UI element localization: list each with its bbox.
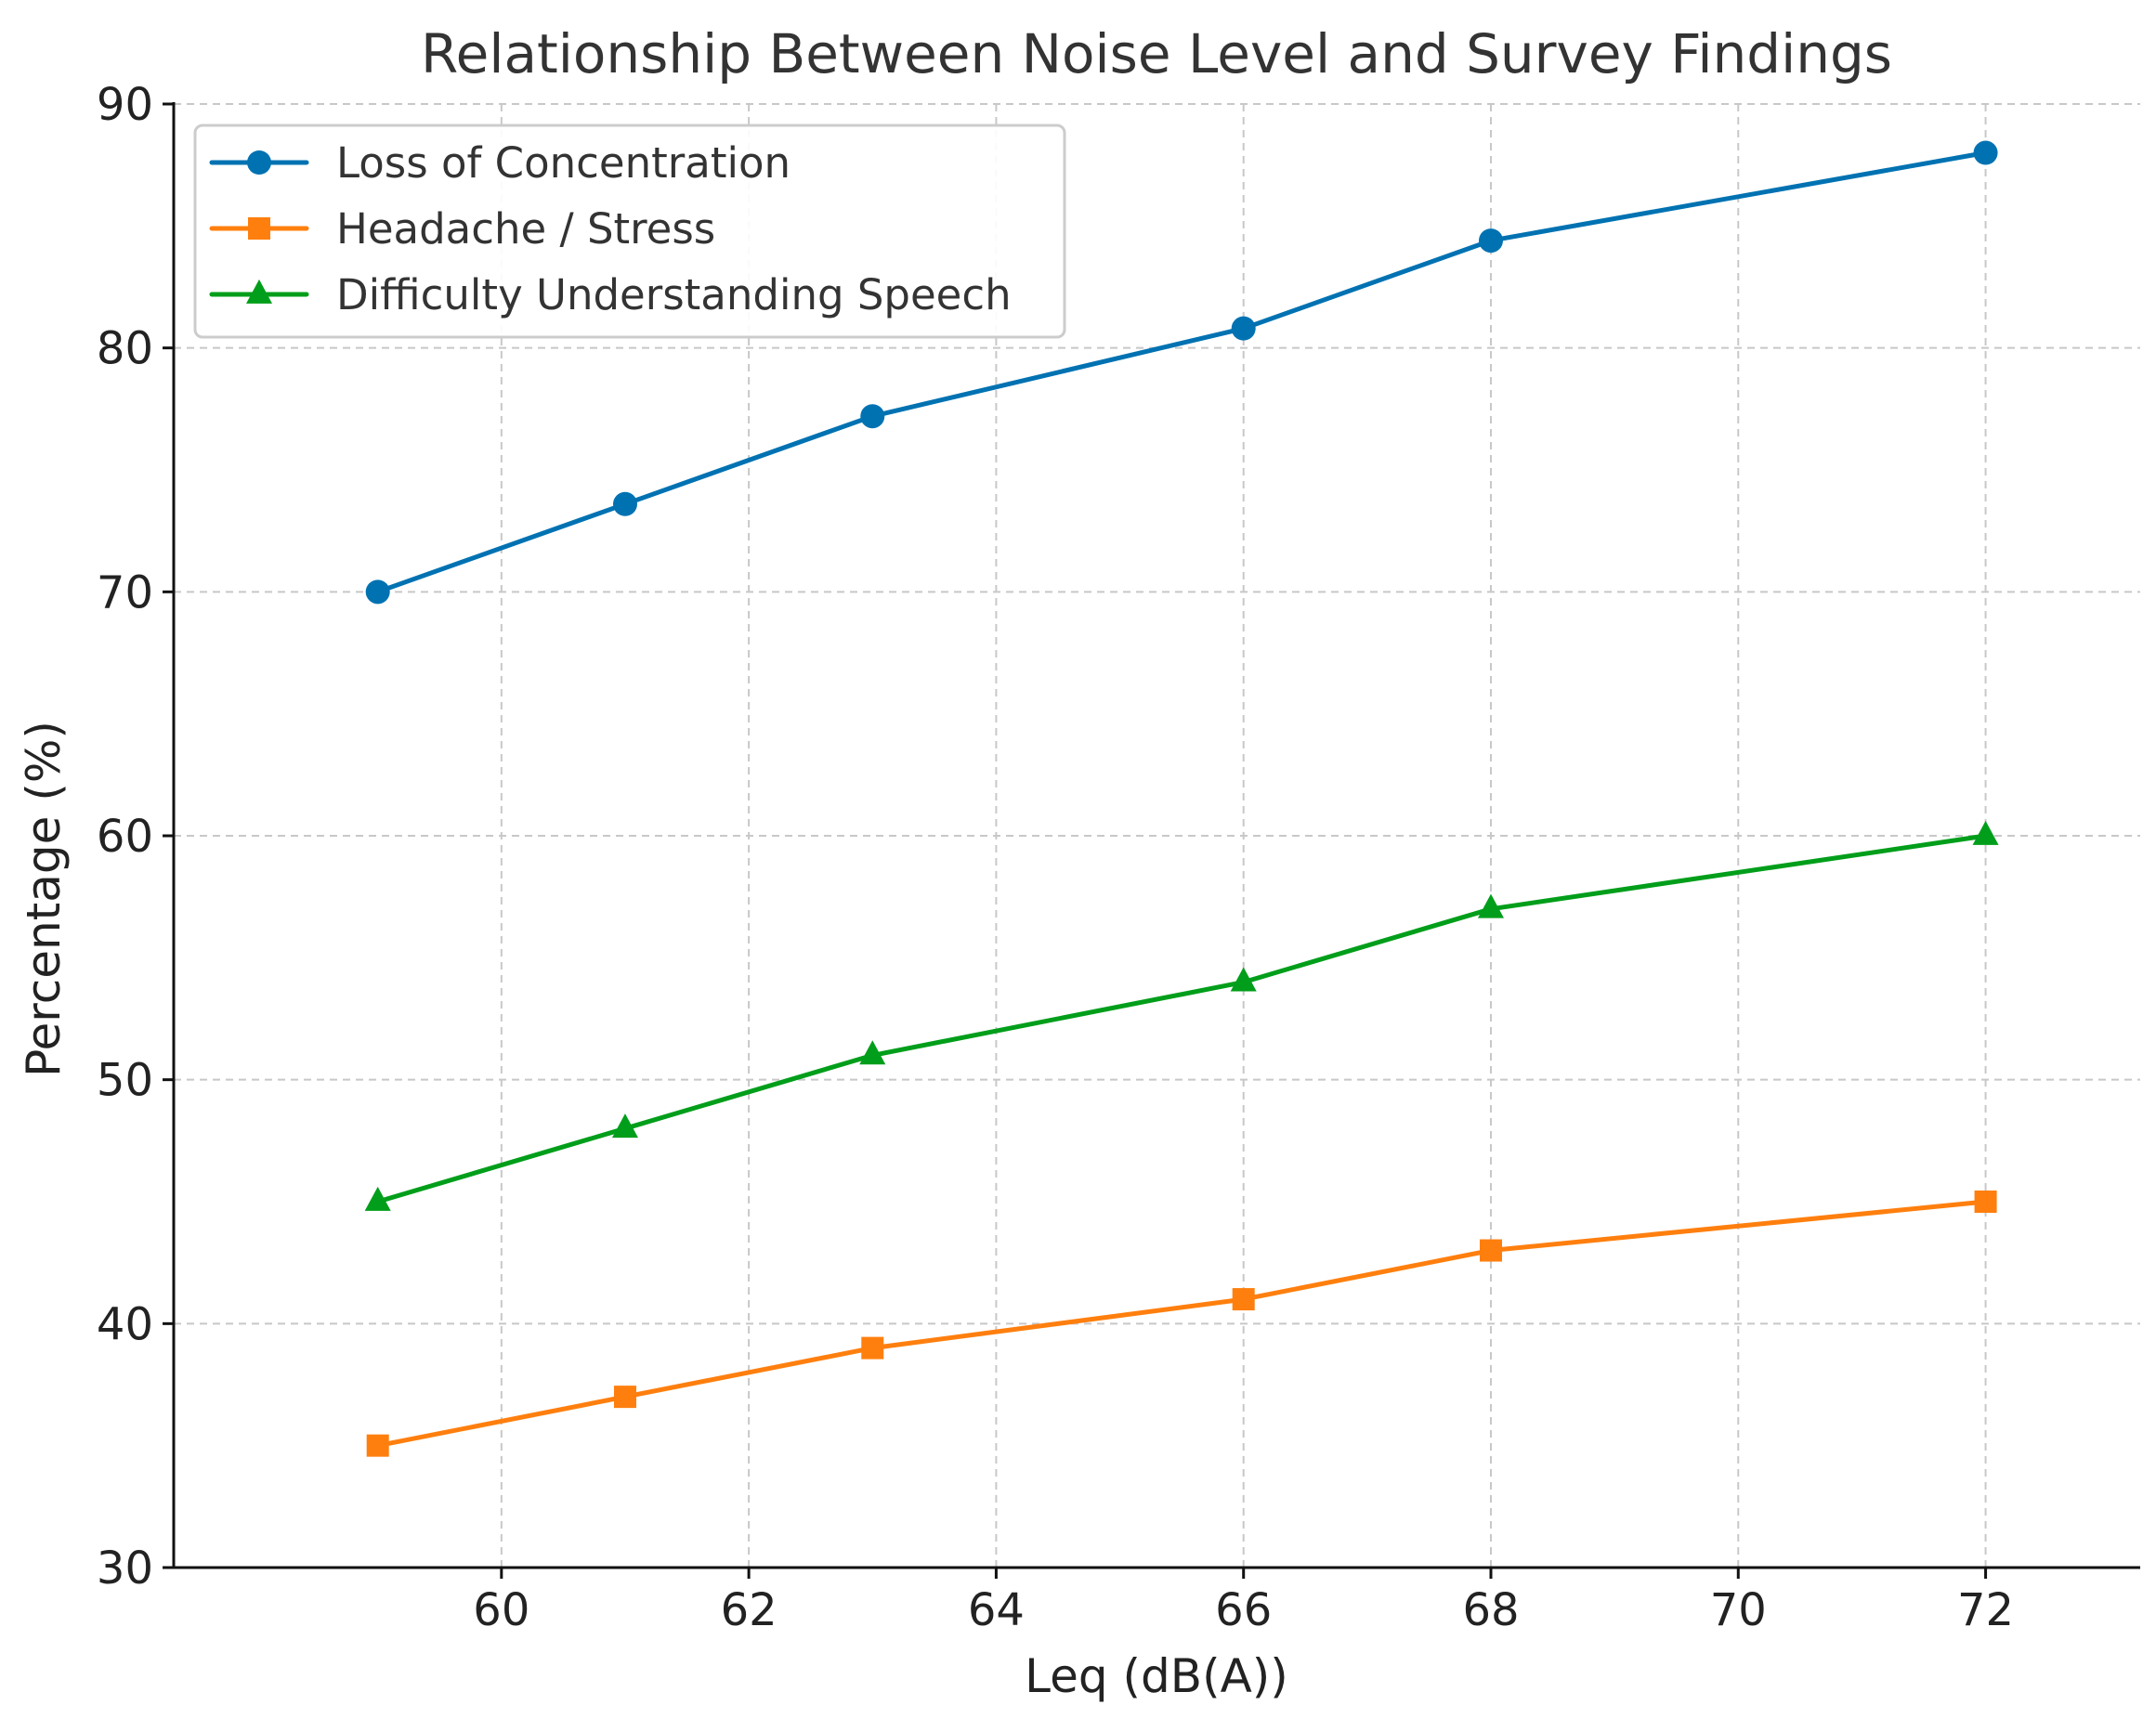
data-point bbox=[365, 579, 390, 605]
data-point bbox=[613, 1386, 636, 1409]
data-point bbox=[612, 491, 637, 516]
legend-item: Loss of Concentration bbox=[209, 138, 791, 188]
ticks: 60 62 64 66 68 70 72 30 40 50 60 70 80 90 bbox=[97, 79, 2014, 1636]
y-tick-label: 90 bbox=[97, 79, 153, 131]
data-point bbox=[366, 1434, 389, 1457]
data-point bbox=[859, 1040, 886, 1065]
data-point bbox=[1232, 1288, 1255, 1311]
x-axis-label: Leq (dB(A)) bbox=[1025, 1649, 1288, 1703]
series-group bbox=[364, 140, 1999, 1457]
data-point bbox=[611, 1113, 638, 1139]
legend-item: Difficulty Understanding Speech bbox=[209, 270, 1012, 319]
x-tick-label: 68 bbox=[1462, 1584, 1519, 1636]
series-line bbox=[375, 833, 1989, 1204]
data-point bbox=[1479, 1239, 1502, 1262]
x-tick-label: 64 bbox=[968, 1584, 1025, 1636]
series-2 bbox=[366, 1191, 1997, 1457]
y-tick-label: 60 bbox=[97, 811, 153, 863]
y-tick-label: 40 bbox=[97, 1298, 153, 1350]
x-tick-label: 66 bbox=[1215, 1584, 1272, 1636]
data-point bbox=[1478, 228, 1503, 254]
legend-marker bbox=[246, 279, 272, 304]
legend-marker bbox=[248, 217, 270, 240]
chart-title: Relationship Between Noise Level and Sur… bbox=[421, 22, 1892, 85]
data-point bbox=[860, 404, 885, 429]
data-point bbox=[1972, 820, 1999, 845]
legend-item: Headache / Stress bbox=[209, 204, 715, 254]
data-point bbox=[1973, 140, 1998, 165]
legend-marker bbox=[247, 150, 271, 175]
y-tick-label: 70 bbox=[97, 566, 153, 618]
series-1 bbox=[365, 140, 1998, 605]
x-tick-label: 60 bbox=[473, 1584, 529, 1636]
legend-label: Difficulty Understanding Speech bbox=[336, 270, 1012, 319]
legend-label: Loss of Concentration bbox=[336, 138, 791, 188]
legend-items: Loss of Concentration Headache / Stress Di… bbox=[209, 138, 1012, 319]
y-tick-label: 50 bbox=[97, 1055, 153, 1107]
series-3 bbox=[364, 820, 1999, 1211]
data-point bbox=[1477, 893, 1504, 918]
legend-frame bbox=[193, 124, 1066, 339]
data-point bbox=[1974, 1191, 1997, 1213]
data-point bbox=[364, 1186, 391, 1211]
data-point bbox=[861, 1336, 884, 1360]
series-line bbox=[375, 1199, 1989, 1449]
x-tick-label: 72 bbox=[1957, 1584, 2014, 1636]
series-line bbox=[375, 150, 1989, 594]
x-tick-label: 70 bbox=[1710, 1584, 1767, 1636]
legend-label: Headache / Stress bbox=[336, 204, 715, 254]
data-point bbox=[1231, 316, 1256, 341]
y-tick-label: 30 bbox=[97, 1542, 153, 1594]
y-axis-label: Percentage (%) bbox=[17, 721, 71, 1077]
legend: Loss of Concentration Headache / Stress Di… bbox=[193, 124, 1066, 339]
data-point bbox=[1230, 967, 1257, 992]
y-tick-label: 80 bbox=[97, 323, 153, 375]
x-tick-label: 62 bbox=[721, 1584, 777, 1636]
